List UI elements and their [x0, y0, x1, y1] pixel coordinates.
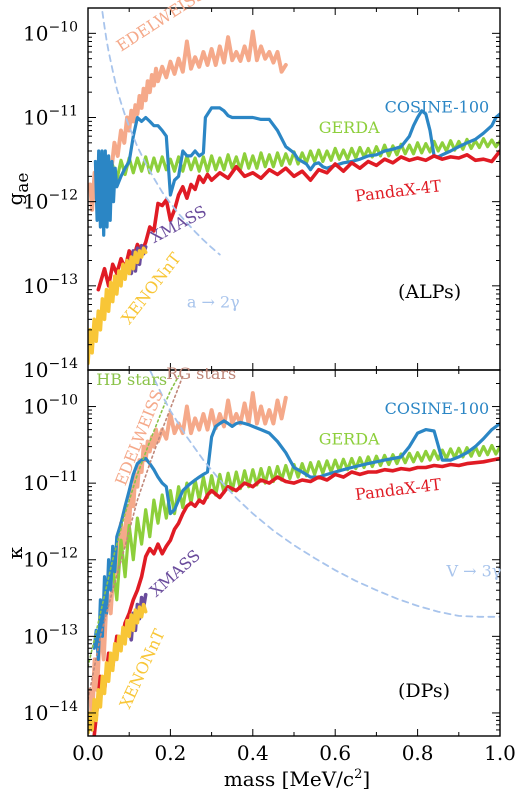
x-tick-label: 1.0	[484, 741, 516, 765]
y-tick-label: 10−12	[23, 546, 78, 572]
x-tick-label: 0.4	[237, 741, 269, 765]
y-axis-title: gae	[3, 172, 33, 205]
x-axis-title: mass [MeV/c2]	[224, 767, 370, 791]
label-gerda: GERDA	[319, 429, 380, 448]
label-gerda: GERDA	[319, 118, 380, 137]
series-line-hb-stars	[88, 375, 180, 668]
label-v-to-3gamma: V → 3γ	[445, 562, 501, 581]
y-tick-label: 10−13	[23, 622, 78, 648]
y-tick-label: 10−11	[23, 104, 78, 130]
dps-panel: 0.0 0.2 0.4 0.6 0.8 1.0 10−14 10−13 10−12 10−11 10…	[3, 364, 516, 765]
x-tick-label: 0.8	[402, 741, 434, 765]
label-hb-stars: HB stars	[96, 370, 167, 389]
label-a-to-2gamma: a → 2γ	[187, 293, 240, 312]
y-tick-label: 10−10	[23, 19, 78, 45]
y-tick-label: 10−12	[23, 188, 78, 214]
series-line-pandax-4t	[92, 456, 500, 736]
series-line-xenonnt	[88, 246, 148, 366]
series-line-v-to-3gamma	[148, 370, 500, 618]
panel-label: (DPs)	[398, 680, 450, 702]
series-line-cosine-100	[93, 106, 500, 237]
label-rg-stars: RG stars	[166, 364, 236, 383]
y-tick-label: 10−10	[23, 393, 78, 419]
plot-area	[88, 370, 500, 736]
label-pandax-4t: PandaX-4T	[354, 475, 443, 504]
alps-panel: 10−1410−1310−1210−1110−10gaeEDELWEISSCOS…	[3, 0, 501, 382]
label-cosine-100: COSINE-100	[385, 97, 490, 116]
label-pandax-4t: PandaX-4T	[354, 176, 443, 205]
series-line-rg-stars	[88, 375, 184, 701]
x-tick-label: 0.6	[319, 741, 351, 765]
series-line-xenonnt	[88, 602, 148, 735]
y-tick-label: 10−13	[23, 272, 78, 298]
y-tick-label: 10−14	[23, 699, 78, 725]
plot-area	[88, 11, 500, 366]
series-line-cosine-100	[92, 419, 500, 661]
series-line-edelweiss	[88, 29, 288, 212]
x-tick-label: 0.2	[154, 741, 186, 765]
series-line-a-to-2gamma	[101, 11, 221, 256]
x-tick-label: 0.0	[72, 741, 104, 765]
y-axis-title: κ	[3, 546, 27, 559]
label-cosine-100: COSINE-100	[385, 399, 490, 418]
panel-label: (ALPs)	[398, 281, 461, 303]
y-tick-label: 10−14	[23, 356, 78, 382]
y-tick-label: 10−11	[23, 469, 78, 495]
